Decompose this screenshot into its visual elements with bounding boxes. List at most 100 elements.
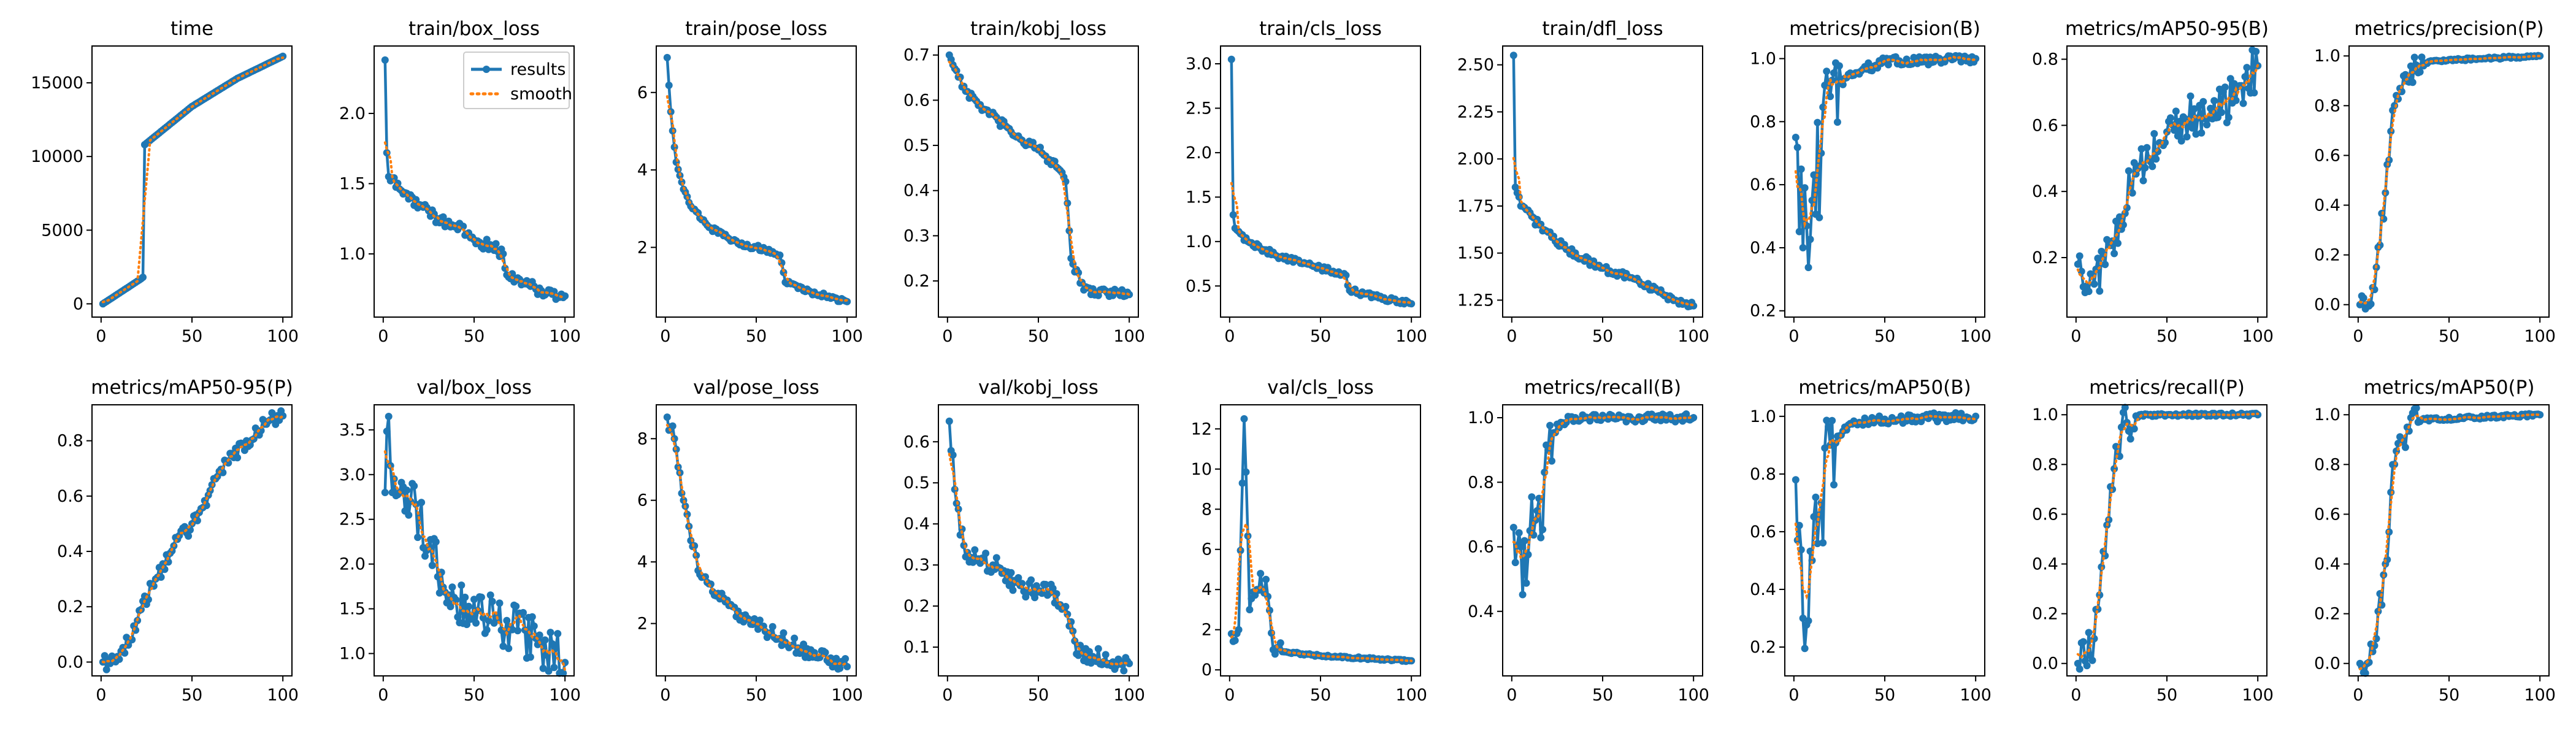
subplot-train-box-loss: train/box_loss 0 50 100 1.0 1.5 2.0 — [339, 18, 581, 346]
results-point — [492, 240, 500, 248]
y-tick-label: 0.3 — [903, 556, 930, 575]
results-point — [2177, 137, 2185, 145]
smooth-series-line — [2358, 413, 2542, 670]
results-point — [2166, 114, 2174, 122]
results-point — [2115, 453, 2123, 460]
results-point — [1828, 416, 1836, 424]
y-tick-label: 0.6 — [1468, 538, 1494, 557]
results-point — [559, 669, 567, 677]
smooth-series-line — [383, 141, 567, 299]
results-point — [2150, 130, 2158, 137]
results-point — [479, 614, 487, 622]
y-tick-label: 0.6 — [1750, 175, 1776, 194]
y-tick-label: 4 — [637, 553, 648, 572]
x-tick-label: 0 — [1506, 327, 1517, 346]
results-point — [435, 589, 443, 597]
y-tick-label: 0.5 — [1186, 277, 1212, 296]
y-tick-label: 0.6 — [2032, 505, 2058, 524]
results-point — [2401, 443, 2409, 451]
results-point — [780, 629, 788, 637]
results-point — [2088, 656, 2096, 664]
results-point — [128, 636, 136, 643]
subplot-val-box-loss: val/box_loss 0 50 100 1.0 1.5 2.0 2.5 3.0 3.5 — [339, 377, 581, 705]
y-tick-label: 0.8 — [1468, 473, 1494, 492]
results-point — [1810, 171, 1818, 179]
y-tick-label: 10000 — [31, 147, 83, 166]
results-point — [1235, 626, 1243, 634]
smooth-series-line — [2358, 55, 2542, 305]
x-tick-label: 100 — [1677, 686, 1709, 705]
x-tick-label: 50 — [746, 327, 767, 346]
results-point — [1793, 144, 1801, 151]
results-point — [465, 602, 473, 610]
smooth-series-line — [101, 56, 285, 304]
results-point — [1795, 521, 1803, 529]
results-point — [2221, 83, 2229, 91]
results-point — [1690, 414, 1698, 421]
results-point — [1519, 591, 1527, 599]
x-tick-label: 100 — [1677, 327, 1709, 346]
y-tick-label: 0.8 — [1750, 112, 1776, 131]
results-point — [1033, 582, 1040, 590]
results-point — [2092, 266, 2100, 273]
legend-results-label: results — [510, 60, 565, 79]
y-tick-label: 0.5 — [903, 136, 930, 155]
y-tick-label: 3.0 — [339, 466, 366, 485]
results-point — [1125, 659, 1133, 667]
results-point — [663, 413, 671, 421]
x-tick-label: 0 — [2353, 686, 2363, 705]
smooth-series-line — [948, 453, 1131, 666]
results-point — [945, 417, 953, 425]
x-tick-label: 100 — [1395, 327, 1427, 346]
results-point — [2130, 159, 2138, 167]
x-tick-label: 50 — [1310, 327, 1331, 346]
results-point — [1229, 211, 1237, 219]
results-point — [2359, 294, 2367, 302]
results-point — [554, 630, 562, 638]
subplot-title: val/pose_loss — [693, 377, 819, 399]
y-tick-label: 0.4 — [57, 542, 83, 561]
results-point — [1009, 586, 1017, 594]
results-point — [2232, 96, 2240, 104]
subplot-title: metrics/mAP50(P) — [2364, 377, 2535, 399]
results-point — [381, 489, 389, 496]
results-point — [1821, 444, 1829, 452]
x-tick-label: 100 — [1395, 686, 1427, 705]
x-tick-label: 100 — [2524, 686, 2556, 705]
results-point — [2076, 252, 2083, 260]
y-tick-label: 0.2 — [2314, 605, 2340, 624]
results-point — [2187, 92, 2195, 100]
smooth-series-line — [1230, 182, 1413, 304]
results-point — [541, 636, 549, 644]
results-point — [439, 213, 447, 221]
results-point — [832, 654, 840, 662]
x-tick-label: 0 — [1506, 686, 1517, 705]
results-point — [1522, 579, 1530, 587]
y-tick-label: 0.6 — [2314, 146, 2340, 165]
results-point — [1546, 421, 1554, 429]
x-tick-label: 0 — [2071, 327, 2081, 346]
results-point — [1515, 529, 1523, 537]
x-tick-label: 100 — [2242, 327, 2274, 346]
results-point — [1041, 581, 1049, 588]
results-point — [508, 626, 516, 634]
results-point — [1865, 59, 1873, 67]
results-point — [539, 664, 547, 672]
y-tick-label: 0.4 — [903, 515, 930, 534]
y-tick-label: 1.0 — [1750, 407, 1776, 426]
results-point — [2203, 121, 2211, 129]
x-tick-label: 100 — [2242, 686, 2274, 705]
subplot-train-kobj-loss: train/kobj_loss 0 50 100 0.2 0.3 0.4 0.5 0.6 0.7 — [903, 18, 1145, 346]
results-point — [2207, 104, 2215, 112]
results-point — [1262, 575, 1270, 583]
smooth-series-line — [383, 450, 567, 672]
y-tick-label: 0.6 — [903, 91, 930, 110]
y-tick-label: 0.6 — [903, 432, 930, 451]
results-point — [982, 550, 990, 558]
results-point — [1276, 639, 1284, 647]
results-point — [414, 534, 422, 542]
results-point — [2161, 139, 2169, 147]
results-point — [432, 538, 440, 546]
